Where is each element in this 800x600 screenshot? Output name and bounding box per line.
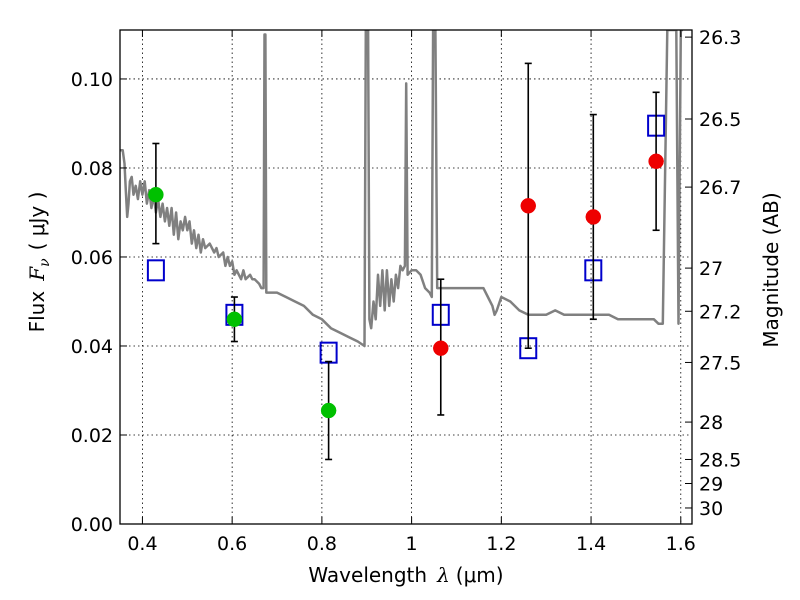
x-tick-label: 1 [406, 533, 418, 555]
model-flux-square [146, 259, 165, 282]
right-tick-label: 27.5 [699, 352, 741, 374]
right-tick-label: 30 [699, 498, 723, 520]
right-tick-label: 27.2 [699, 301, 741, 323]
green-data-point [148, 186, 164, 203]
red-data-point [433, 340, 449, 356]
y-tick-label: 0.06 [71, 247, 113, 269]
x-tick-label: 0.8 [307, 533, 337, 555]
x-tick-label: 0.6 [217, 533, 247, 555]
right-tick-label: 28.5 [699, 449, 741, 471]
x-tick-label: 0.4 [127, 533, 157, 555]
y-tick-label: 0.08 [71, 158, 113, 180]
model-spectrum-line [120, 30, 683, 348]
ticks: 0.4 0.6 0.8 1 1.2 1.4 1.6 0.00 0.02 0.04 0.06 0.08 0… [71, 27, 742, 555]
plot-area [120, 30, 683, 461]
y-axis-title: FluxFν( μJy ) [25, 192, 53, 333]
x-tick-label: 1.4 [576, 533, 606, 555]
red-data-point [648, 153, 664, 170]
y-tick-label: 0.10 [71, 69, 113, 91]
right-tick-label: 26.5 [699, 109, 741, 131]
red-data-point [520, 198, 537, 214]
x-axis-title: Wavelength λ (μm) [308, 563, 503, 587]
right-tick-label: 28 [699, 412, 723, 434]
y-axis-right-title: Magnitude (AB) [759, 192, 783, 347]
right-tick-label: 27 [699, 258, 723, 280]
green-data-point [320, 402, 337, 419]
y-tick-label: 0.02 [71, 425, 113, 447]
right-tick-label: 26.7 [699, 177, 741, 199]
red-data-point [585, 209, 602, 225]
x-tick-label: 1.2 [486, 533, 516, 555]
y-tick-label: 0.04 [71, 336, 113, 358]
y-tick-label: 0.00 [71, 514, 113, 536]
green-data-point [226, 311, 243, 328]
plot-frame [119, 29, 693, 525]
x-tick-label: 1.6 [666, 533, 696, 555]
right-tick-label: 26.3 [699, 27, 741, 49]
right-tick-label: 29 [699, 474, 723, 496]
